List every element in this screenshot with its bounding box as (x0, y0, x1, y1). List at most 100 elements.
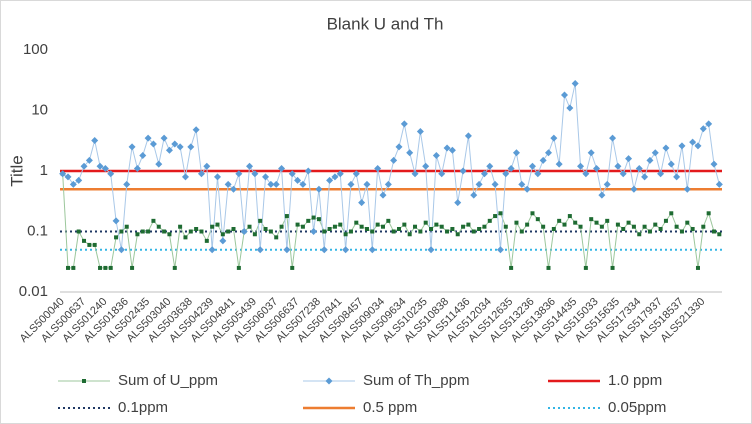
data-point (82, 238, 87, 243)
data-point (368, 246, 376, 254)
data-point (528, 162, 536, 170)
data-point (156, 224, 161, 229)
data-point (220, 232, 225, 237)
data-point (598, 191, 606, 199)
data-point (679, 229, 684, 234)
data-point (400, 120, 408, 128)
data-point (464, 132, 472, 140)
data-point (107, 170, 115, 178)
data-point (507, 164, 515, 172)
data-point (352, 170, 360, 178)
data-point (183, 235, 188, 240)
data-point (486, 162, 494, 170)
data-point (71, 265, 76, 270)
data-point (503, 224, 508, 229)
data-point (566, 104, 574, 112)
data-point (246, 162, 254, 170)
data-point (413, 224, 418, 229)
data-point (594, 220, 599, 225)
data-point (380, 224, 385, 229)
data-point (599, 224, 604, 229)
data-point (66, 265, 71, 270)
data-point (546, 265, 551, 270)
data-point (128, 143, 136, 151)
data-point (411, 170, 419, 178)
data-point (347, 180, 355, 188)
data-point (172, 265, 177, 270)
data-point (470, 191, 478, 199)
data-point (322, 229, 327, 234)
data-point (523, 185, 531, 193)
legend-label: Sum of Th_ppm (363, 372, 469, 389)
data-point (418, 229, 423, 234)
data-point (534, 170, 542, 178)
data-point (593, 164, 601, 172)
data-point (502, 170, 510, 178)
data-point (577, 162, 585, 170)
data-point (181, 173, 189, 181)
data-point (402, 222, 407, 227)
data-point (256, 246, 264, 254)
data-point (482, 224, 487, 229)
data-point (571, 79, 579, 87)
data-point (283, 246, 291, 254)
data-point (210, 224, 215, 229)
data-point (85, 156, 93, 164)
data-point (231, 226, 236, 231)
data-point (178, 224, 183, 229)
data-point (583, 265, 588, 270)
data-point (493, 214, 498, 219)
data-point (646, 156, 654, 164)
data-point (710, 160, 718, 168)
data-point (487, 218, 492, 223)
data-point (230, 185, 238, 193)
data-point (114, 235, 119, 240)
data-point (326, 176, 334, 184)
data-point (151, 218, 156, 223)
data-point (448, 146, 456, 154)
data-point (364, 226, 369, 231)
legend-marker (82, 379, 86, 383)
data-point (605, 218, 610, 223)
data-point (359, 224, 364, 229)
data-point (315, 185, 323, 193)
data-point (199, 229, 204, 234)
data-point (561, 91, 569, 99)
legend-label: 1.0 ppm (608, 372, 662, 389)
data-point (416, 127, 424, 135)
y-tick-label: 0.01 (19, 283, 48, 300)
data-point (530, 211, 535, 216)
data-point (454, 199, 462, 207)
data-point (699, 125, 707, 133)
data-point (300, 224, 305, 229)
data-point (299, 180, 307, 188)
data-point (519, 229, 524, 234)
data-point (320, 246, 328, 254)
data-point (432, 152, 440, 160)
data-point (695, 265, 700, 270)
data-point (434, 222, 439, 227)
data-point (678, 142, 686, 150)
data-point (685, 220, 690, 225)
data-point (123, 180, 131, 188)
data-point (252, 232, 257, 237)
data-point (525, 222, 530, 227)
data-point (471, 229, 476, 234)
data-point (124, 224, 129, 229)
data-point (363, 180, 371, 188)
data-point (332, 224, 337, 229)
data-point (98, 265, 103, 270)
data-point (278, 164, 286, 172)
data-point (423, 220, 428, 225)
data-point (625, 155, 633, 163)
data-point (512, 149, 520, 157)
data-point (348, 229, 353, 234)
data-point (187, 143, 195, 151)
data-point (555, 160, 563, 168)
data-point (336, 170, 344, 178)
data-point (662, 144, 670, 152)
data-point (637, 232, 642, 237)
data-point (562, 222, 567, 227)
